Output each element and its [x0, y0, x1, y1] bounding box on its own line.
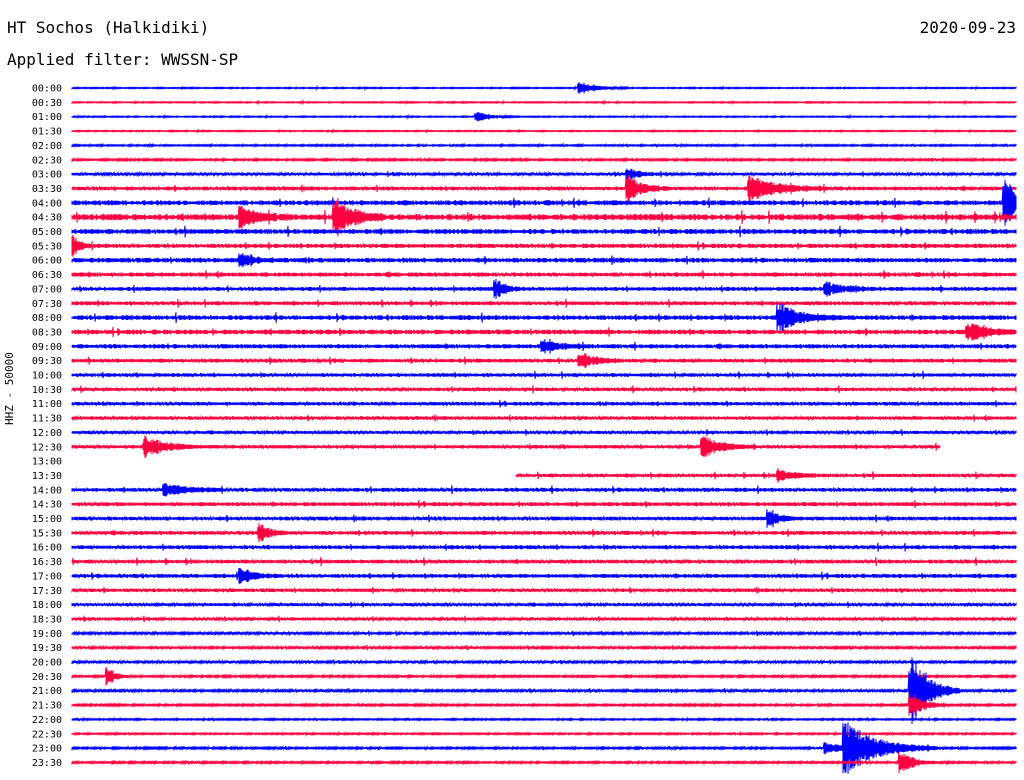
seismic-trace: [515, 467, 1017, 483]
row-time-label: 16:00: [32, 543, 62, 554]
row-time-label: 01:00: [32, 112, 62, 123]
station-title: HT Sochos (Halkidiki): [7, 18, 210, 37]
seismic-trace: [71, 667, 1017, 686]
seismic-trace: [71, 179, 1017, 226]
seismic-trace: [71, 483, 1017, 497]
row-time-label: 03:00: [32, 170, 62, 181]
row-time-label: 18:30: [32, 614, 62, 625]
seismic-trace: [71, 499, 1017, 509]
seismic-trace: [71, 694, 1017, 716]
seismic-trace: [71, 323, 1017, 341]
seismic-trace: [71, 197, 1017, 237]
row-time-label: 11:00: [32, 399, 62, 410]
seismic-trace: [71, 352, 1017, 369]
seismic-trace: [71, 370, 1017, 380]
seismic-trace: [71, 601, 1017, 608]
row-time-label: 10:00: [32, 371, 62, 382]
row-time-label: 06:30: [32, 270, 62, 281]
row-time-label: 11:30: [32, 414, 62, 425]
row-time-label: 09:00: [32, 342, 62, 353]
seismic-trace: [71, 509, 1017, 528]
seismic-trace: [71, 657, 1017, 725]
seismic-trace: [71, 429, 1017, 436]
seismic-trace: [71, 658, 1017, 666]
seismic-trace: [71, 298, 1017, 308]
seismic-trace: [71, 338, 1017, 354]
seismic-trace: [71, 99, 1017, 106]
row-time-label: 20:00: [32, 658, 62, 669]
seismic-trace: [71, 715, 1017, 723]
filter-label: Applied filter: WWSSN-SP: [7, 50, 239, 69]
row-time-label: 01:30: [32, 127, 62, 138]
row-time-label: 22:30: [32, 729, 62, 740]
row-time-label: 20:30: [32, 672, 62, 683]
seismic-trace: [71, 644, 1017, 651]
row-time-label: 02:30: [32, 155, 62, 166]
row-time-label: 08:30: [32, 327, 62, 338]
row-time-label: 02:00: [32, 141, 62, 152]
row-time-label: 23:00: [32, 744, 62, 755]
row-time-label: 15:30: [32, 528, 62, 539]
seismic-trace: [71, 414, 1017, 422]
seismic-trace: [71, 385, 1017, 394]
row-time-label: 19:00: [32, 629, 62, 640]
seismic-trace: [71, 630, 1017, 637]
seismic-trace: [71, 156, 1017, 163]
row-time-label: 22:00: [32, 715, 62, 726]
row-time-label: 17:30: [32, 586, 62, 597]
row-time-label: 00:30: [32, 98, 62, 109]
seismic-trace: [71, 174, 1017, 203]
row-time-label: 05:00: [32, 227, 62, 238]
row-time-label: 14:00: [32, 485, 62, 496]
seismic-trace: [71, 615, 1017, 623]
seismic-trace: [71, 142, 1017, 149]
row-time-label: 00:00: [32, 84, 62, 95]
row-time-label: 19:30: [32, 643, 62, 654]
row-time-label: 17:00: [32, 571, 62, 582]
row-time-label: 03:30: [32, 184, 62, 195]
row-time-label: 12:30: [32, 442, 62, 453]
seismic-trace: [71, 82, 1017, 94]
seismic-trace: [71, 568, 1017, 584]
row-time-label: 21:30: [32, 701, 62, 712]
seismic-trace: [71, 722, 1017, 774]
row-time-label: 04:00: [32, 198, 62, 209]
row-time-label: 06:00: [32, 256, 62, 267]
seismic-trace: [71, 730, 1017, 738]
row-time-label: 15:00: [32, 514, 62, 525]
row-time-label: 13:30: [32, 471, 62, 482]
seismic-trace: [71, 112, 1017, 122]
row-time-label: 23:30: [32, 758, 62, 769]
row-time-label: 07:30: [32, 299, 62, 310]
row-time-label: 12:00: [32, 428, 62, 439]
row-time-label: 14:30: [32, 500, 62, 511]
seismic-trace: [71, 435, 941, 459]
seismic-trace: [71, 542, 1017, 552]
seismic-trace: [71, 270, 1017, 279]
seismic-trace: [71, 399, 1017, 408]
row-time-label: 04:30: [32, 213, 62, 224]
seismic-trace: [71, 253, 1017, 268]
row-time-label: 16:30: [32, 557, 62, 568]
record-date: 2020-09-23: [919, 18, 1016, 37]
row-time-label: 13:00: [32, 457, 62, 468]
seismic-trace: [71, 556, 1017, 567]
seismic-trace: [71, 303, 1017, 333]
row-time-label: 08:00: [32, 313, 62, 324]
seismic-trace: [71, 128, 1017, 134]
row-time-label: 10:30: [32, 385, 62, 396]
seismic-trace: [71, 586, 1017, 594]
seismic-trace: [71, 751, 1017, 774]
row-time-label: 21:00: [32, 686, 62, 697]
row-time-label: 07:00: [32, 284, 62, 295]
seismic-trace: [71, 168, 1017, 180]
seismic-trace: [71, 523, 1017, 543]
row-time-label: 18:00: [32, 600, 62, 611]
seismic-trace: [71, 234, 1017, 257]
seismic-trace: [71, 278, 1017, 299]
seismic-trace: [71, 225, 1017, 238]
row-time-label: 09:30: [32, 356, 62, 367]
row-time-label: 05:30: [32, 241, 62, 252]
